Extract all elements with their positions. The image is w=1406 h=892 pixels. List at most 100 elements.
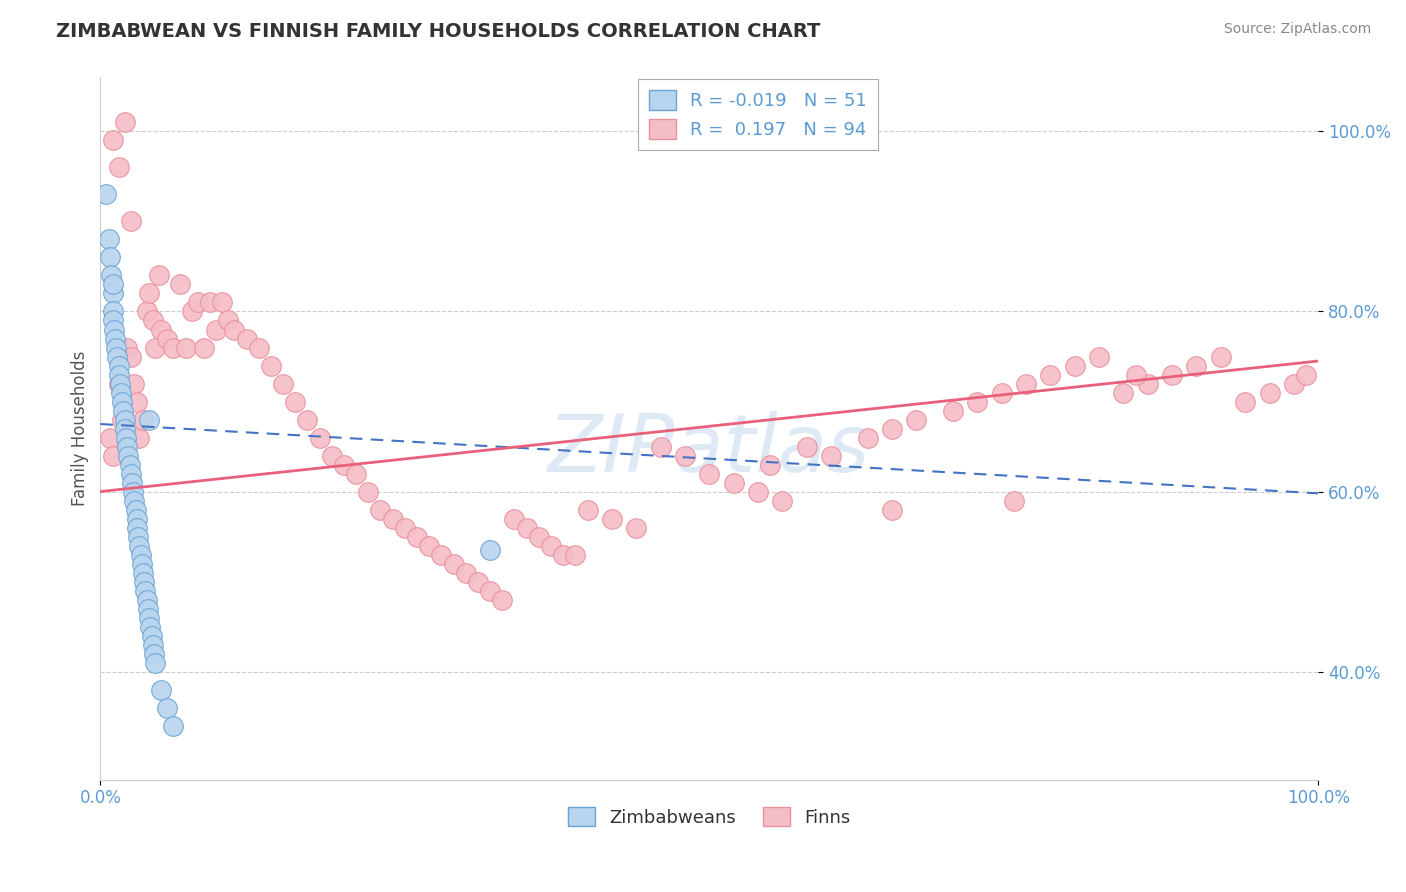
Point bbox=[271, 376, 294, 391]
Point bbox=[198, 295, 221, 310]
Point bbox=[128, 539, 150, 553]
Point bbox=[418, 539, 440, 553]
Point bbox=[114, 115, 136, 129]
Point bbox=[406, 530, 429, 544]
Point bbox=[148, 268, 170, 283]
Point bbox=[125, 394, 148, 409]
Point bbox=[1039, 368, 1062, 382]
Point bbox=[162, 718, 184, 732]
Point bbox=[110, 385, 132, 400]
Text: Source: ZipAtlas.com: Source: ZipAtlas.com bbox=[1223, 22, 1371, 37]
Point bbox=[284, 394, 307, 409]
Point bbox=[135, 304, 157, 318]
Point bbox=[491, 592, 513, 607]
Point bbox=[162, 341, 184, 355]
Point bbox=[143, 656, 166, 670]
Point bbox=[127, 530, 149, 544]
Point bbox=[169, 277, 191, 292]
Point bbox=[118, 458, 141, 472]
Point bbox=[370, 502, 392, 516]
Point bbox=[211, 295, 233, 310]
Point bbox=[124, 376, 146, 391]
Point bbox=[697, 467, 720, 481]
Point bbox=[205, 322, 228, 336]
Point bbox=[650, 440, 672, 454]
Point bbox=[297, 412, 319, 426]
Point bbox=[344, 467, 367, 481]
Point bbox=[880, 421, 903, 435]
Point bbox=[120, 350, 142, 364]
Point bbox=[114, 421, 136, 435]
Point bbox=[138, 610, 160, 624]
Point bbox=[100, 268, 122, 283]
Point bbox=[905, 412, 928, 426]
Point bbox=[138, 412, 160, 426]
Point bbox=[479, 543, 502, 558]
Point bbox=[394, 520, 416, 534]
Point bbox=[139, 619, 162, 633]
Point bbox=[564, 548, 586, 562]
Point bbox=[111, 412, 134, 426]
Point bbox=[115, 440, 138, 454]
Point bbox=[125, 520, 148, 534]
Point bbox=[1015, 376, 1038, 391]
Point bbox=[124, 502, 146, 516]
Point bbox=[626, 520, 648, 534]
Point bbox=[111, 394, 134, 409]
Point bbox=[135, 592, 157, 607]
Point bbox=[770, 493, 793, 508]
Point bbox=[142, 313, 165, 327]
Point bbox=[759, 458, 782, 472]
Text: ZIPatlas: ZIPatlas bbox=[548, 410, 870, 489]
Point bbox=[117, 449, 139, 463]
Point bbox=[101, 133, 124, 147]
Point bbox=[128, 431, 150, 445]
Point bbox=[1161, 368, 1184, 382]
Point bbox=[381, 511, 404, 525]
Point bbox=[134, 574, 156, 589]
Point bbox=[1088, 350, 1111, 364]
Point bbox=[132, 566, 155, 580]
Point bbox=[1209, 350, 1232, 364]
Point bbox=[224, 322, 246, 336]
Point bbox=[1136, 376, 1159, 391]
Y-axis label: Family Households: Family Households bbox=[72, 351, 89, 507]
Point bbox=[132, 412, 155, 426]
Point bbox=[120, 214, 142, 228]
Point bbox=[540, 539, 562, 553]
Point bbox=[150, 322, 173, 336]
Point bbox=[104, 331, 127, 345]
Point bbox=[124, 493, 146, 508]
Point bbox=[796, 440, 818, 454]
Point bbox=[235, 331, 257, 345]
Point bbox=[527, 530, 550, 544]
Point bbox=[122, 484, 145, 499]
Point bbox=[673, 449, 696, 463]
Point bbox=[333, 458, 356, 472]
Text: ZIMBABWEAN VS FINNISH FAMILY HOUSEHOLDS CORRELATION CHART: ZIMBABWEAN VS FINNISH FAMILY HOUSEHOLDS … bbox=[56, 22, 821, 41]
Point bbox=[1112, 385, 1135, 400]
Point bbox=[108, 376, 131, 391]
Point bbox=[600, 511, 623, 525]
Point bbox=[101, 304, 124, 318]
Point bbox=[454, 566, 477, 580]
Point bbox=[820, 449, 842, 463]
Point bbox=[131, 557, 153, 571]
Point bbox=[723, 475, 745, 490]
Point bbox=[115, 341, 138, 355]
Point bbox=[430, 548, 453, 562]
Point bbox=[107, 376, 129, 391]
Point bbox=[142, 647, 165, 661]
Point bbox=[1234, 394, 1257, 409]
Point bbox=[114, 412, 136, 426]
Point bbox=[101, 286, 124, 301]
Point bbox=[1258, 385, 1281, 400]
Point bbox=[98, 431, 121, 445]
Point bbox=[101, 449, 124, 463]
Point bbox=[1282, 376, 1305, 391]
Point bbox=[107, 350, 129, 364]
Point bbox=[180, 304, 202, 318]
Point bbox=[321, 449, 343, 463]
Point bbox=[966, 394, 988, 409]
Point bbox=[138, 286, 160, 301]
